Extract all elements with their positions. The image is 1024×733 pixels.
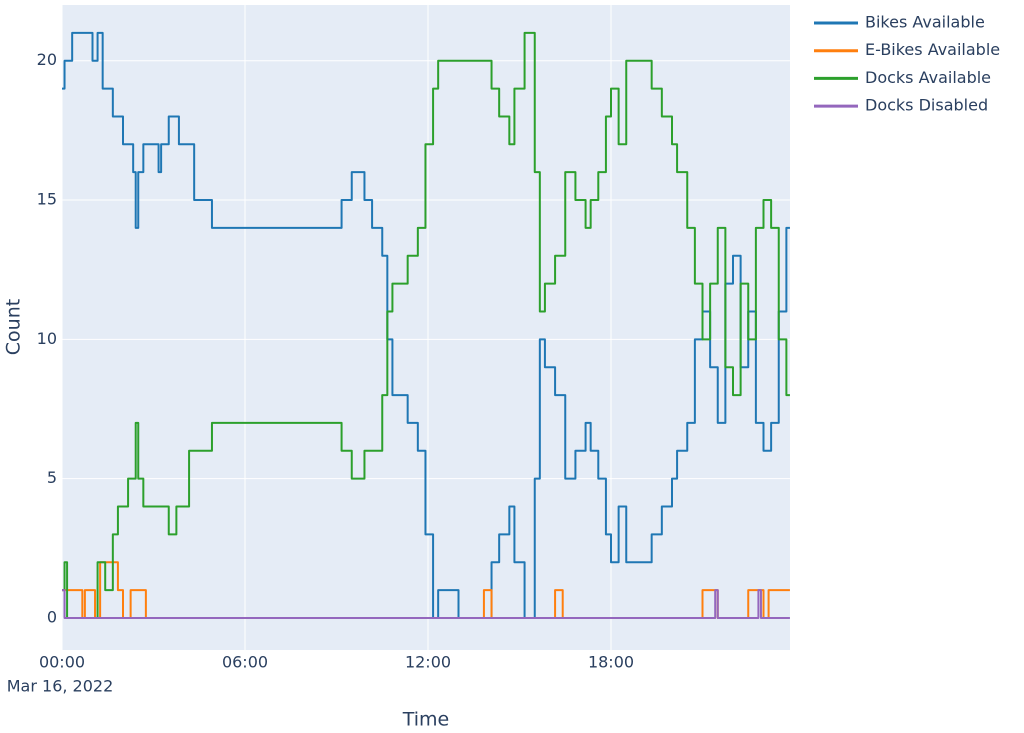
lines [62,31,790,619]
y-tick-label: 20 [37,50,57,69]
x-axis-title: Time [402,709,450,731]
y-tick-label: 5 [47,468,57,487]
legend-label: Docks Available [865,68,991,87]
legend-label: E-Bikes Available [865,40,1000,59]
labels: 0 5 10 15 20 00:00 06:00 12:00 18:00 [37,50,634,671]
grid [61,5,790,650]
y-tick-label: 0 [47,607,57,626]
series-line [62,31,790,619]
x-date-label: Mar 16, 2022 [7,677,114,696]
x-tick-label: 00:00 [39,653,85,672]
legend-label: Bikes Available [865,13,985,32]
x-tick-label: 12:00 [405,653,451,672]
y-tick-label: 10 [37,329,57,348]
legend-label: Docks Disabled [865,96,988,115]
y-axis-title: Count [3,299,25,355]
x-tick-label: 18:00 [588,653,634,672]
series-line [62,589,790,619]
series-line [62,561,790,619]
y-tick-label: 15 [37,190,57,209]
x-tick-label: 06:00 [222,653,268,672]
plot-area [62,5,790,650]
series-line [62,31,790,619]
